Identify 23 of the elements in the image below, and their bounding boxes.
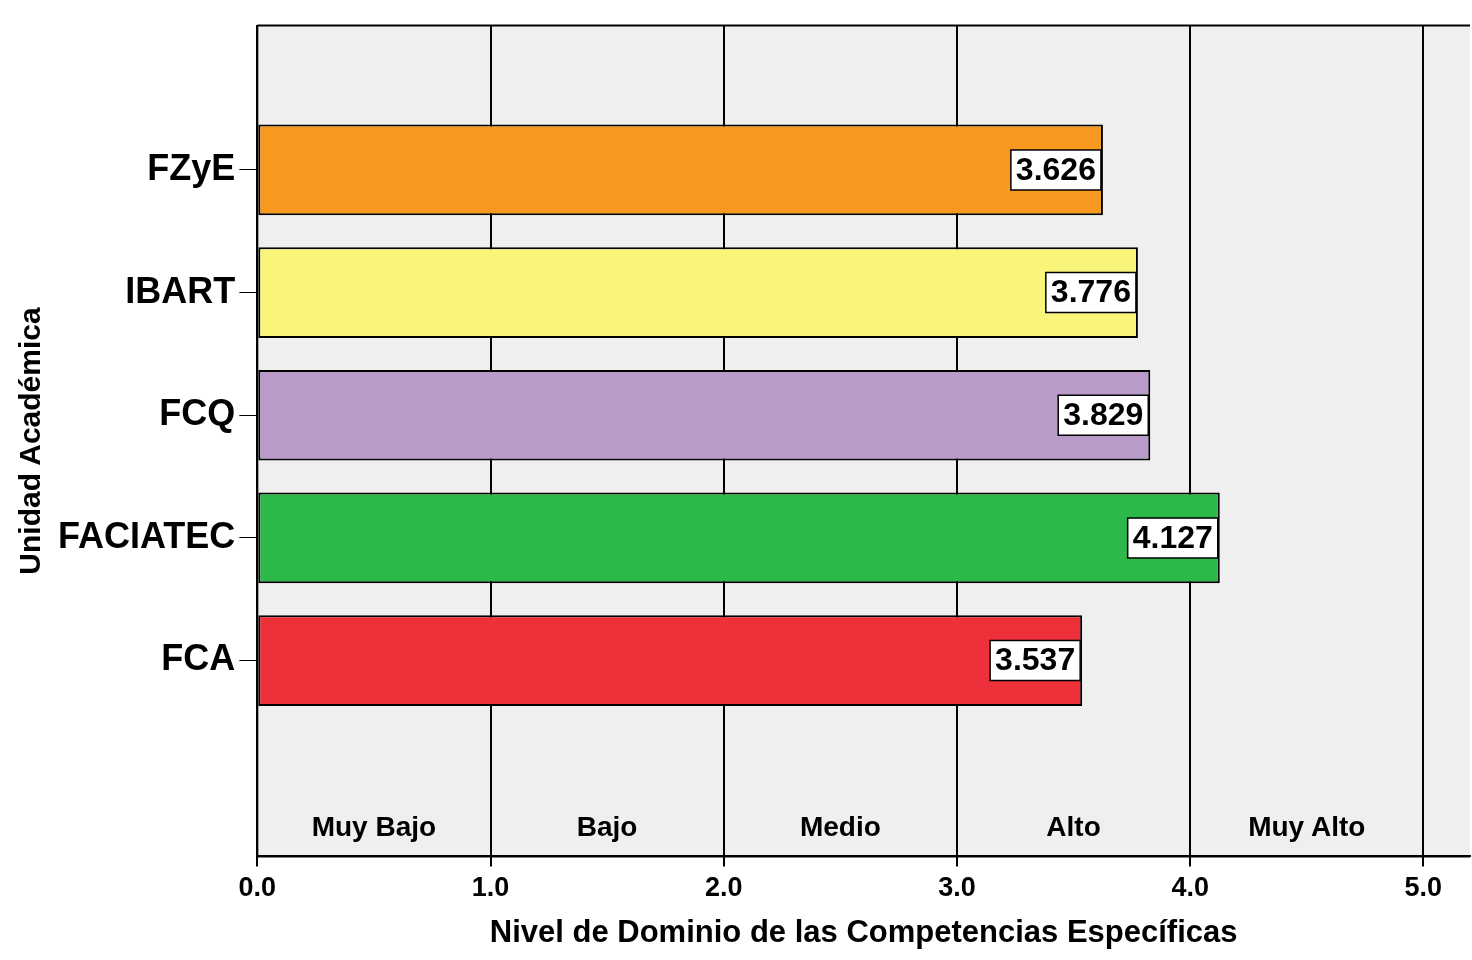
y-axis-title: Unidad Académica	[13, 307, 47, 575]
x-axis-title: Nivel de Dominio de las Competencias Específicas	[489, 913, 1238, 949]
y-tick-label: FZyE	[147, 146, 236, 188]
text: Medio	[799, 811, 881, 843]
y-tick-label: FCQ	[159, 392, 236, 434]
data-label: 3.626	[1015, 150, 1096, 187]
y-tick-label: FCA	[161, 637, 236, 679]
x-tick-label: 2.0	[704, 872, 743, 903]
x-tick-label: 0.0	[238, 872, 277, 903]
data-label: 3.776	[1050, 273, 1131, 310]
x-tick-label: 3.0	[938, 872, 976, 903]
y-tick-label: FACIATEC	[58, 514, 236, 556]
text: Bajo	[576, 811, 638, 843]
text: Muy Bajo	[311, 811, 437, 843]
data-label: 3.537	[995, 641, 1076, 678]
x-tick-label: 4.0	[1171, 872, 1209, 903]
x-tick-label: 1.0	[471, 872, 510, 903]
x-tick-label: 5.0	[1404, 872, 1443, 903]
data-label: 3.829	[1063, 396, 1144, 433]
y-tick-label: IBART	[125, 269, 236, 311]
data-label: 4.127	[1132, 518, 1213, 555]
text: Alto	[1046, 811, 1101, 843]
text: Muy Alto	[1248, 811, 1366, 843]
